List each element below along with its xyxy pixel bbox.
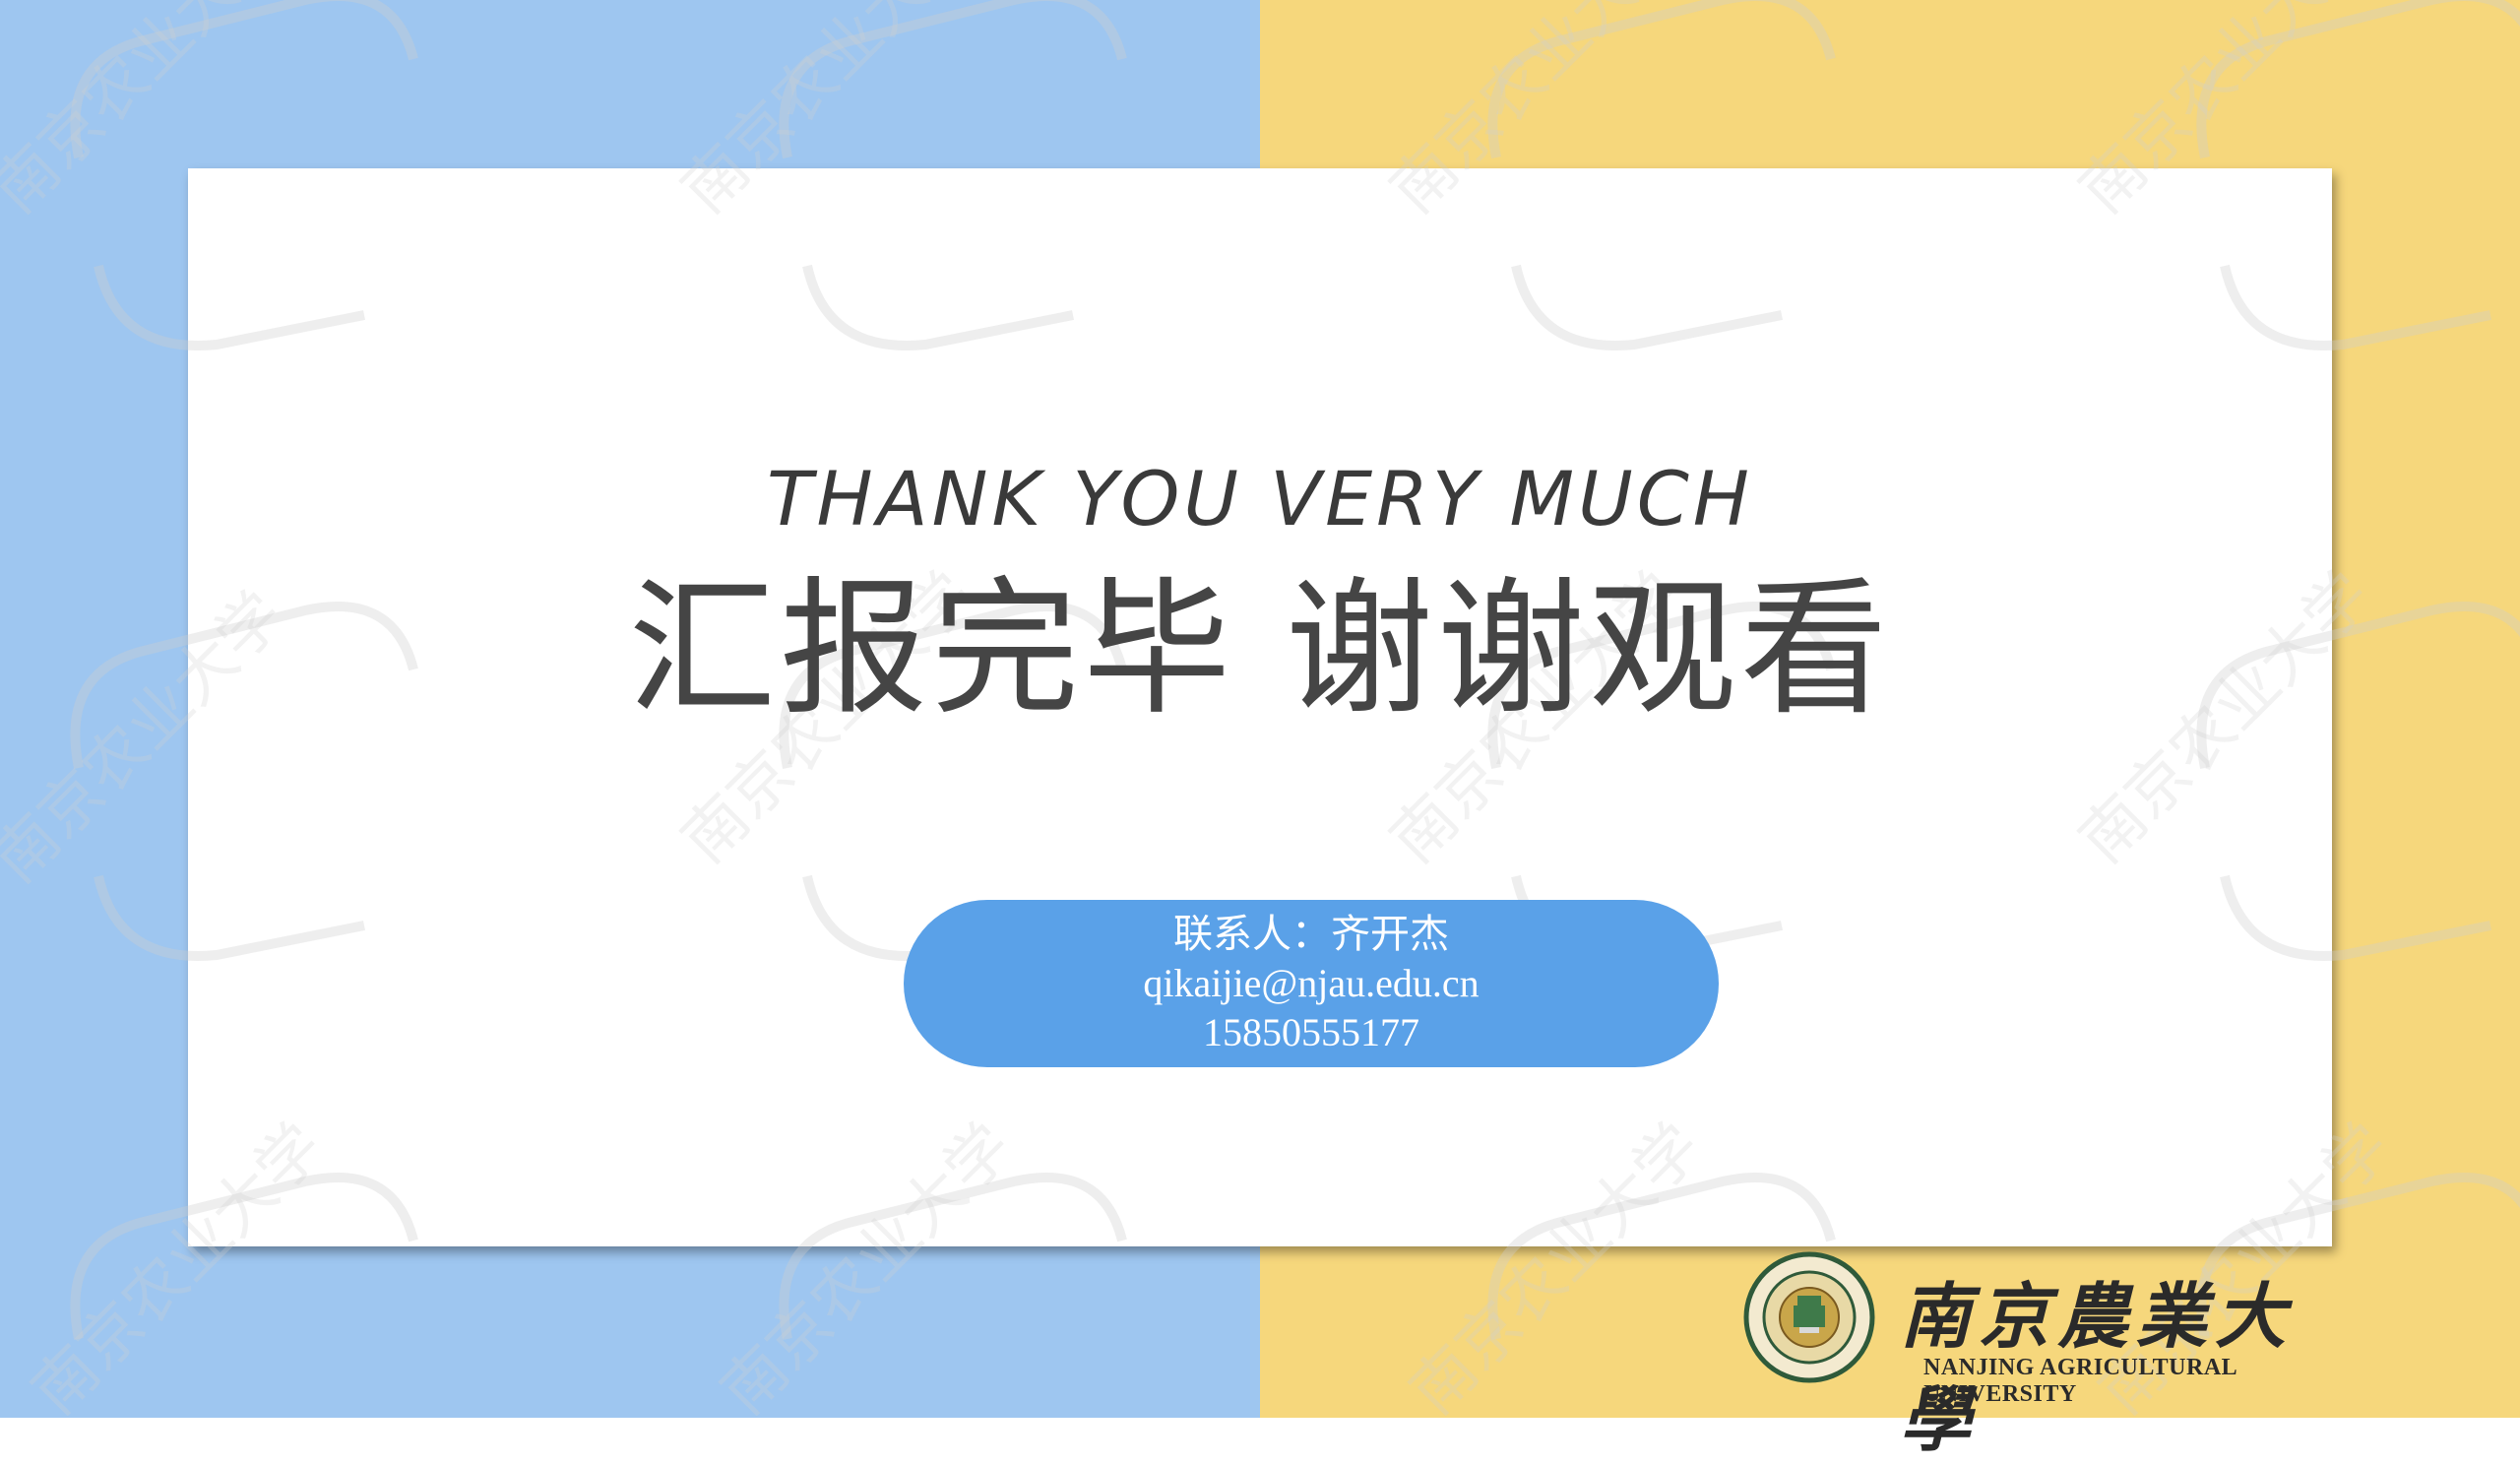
contact-email: qikaijie@njau.edu.cn xyxy=(1143,961,1480,1005)
title-english: THANK YOU VERY MUCH xyxy=(767,455,1753,542)
contact-person: 联系人：齐开杰 xyxy=(1173,912,1449,956)
university-logo: 南京農業大學 NANJING AGRICULTURAL UNIVERSITY xyxy=(1742,1250,2333,1461)
university-seal-icon xyxy=(1743,1251,1875,1383)
contact-phone: 15850555177 xyxy=(1203,1010,1419,1054)
title-chinese: 汇报完毕 谢谢观看 xyxy=(628,564,1892,735)
university-name-en: NANJING AGRICULTURAL UNIVERSITY xyxy=(1923,1355,2236,1407)
contact-pill: 联系人：齐开杰 qikaijie@njau.edu.cn 15850555177 xyxy=(904,900,1719,1067)
